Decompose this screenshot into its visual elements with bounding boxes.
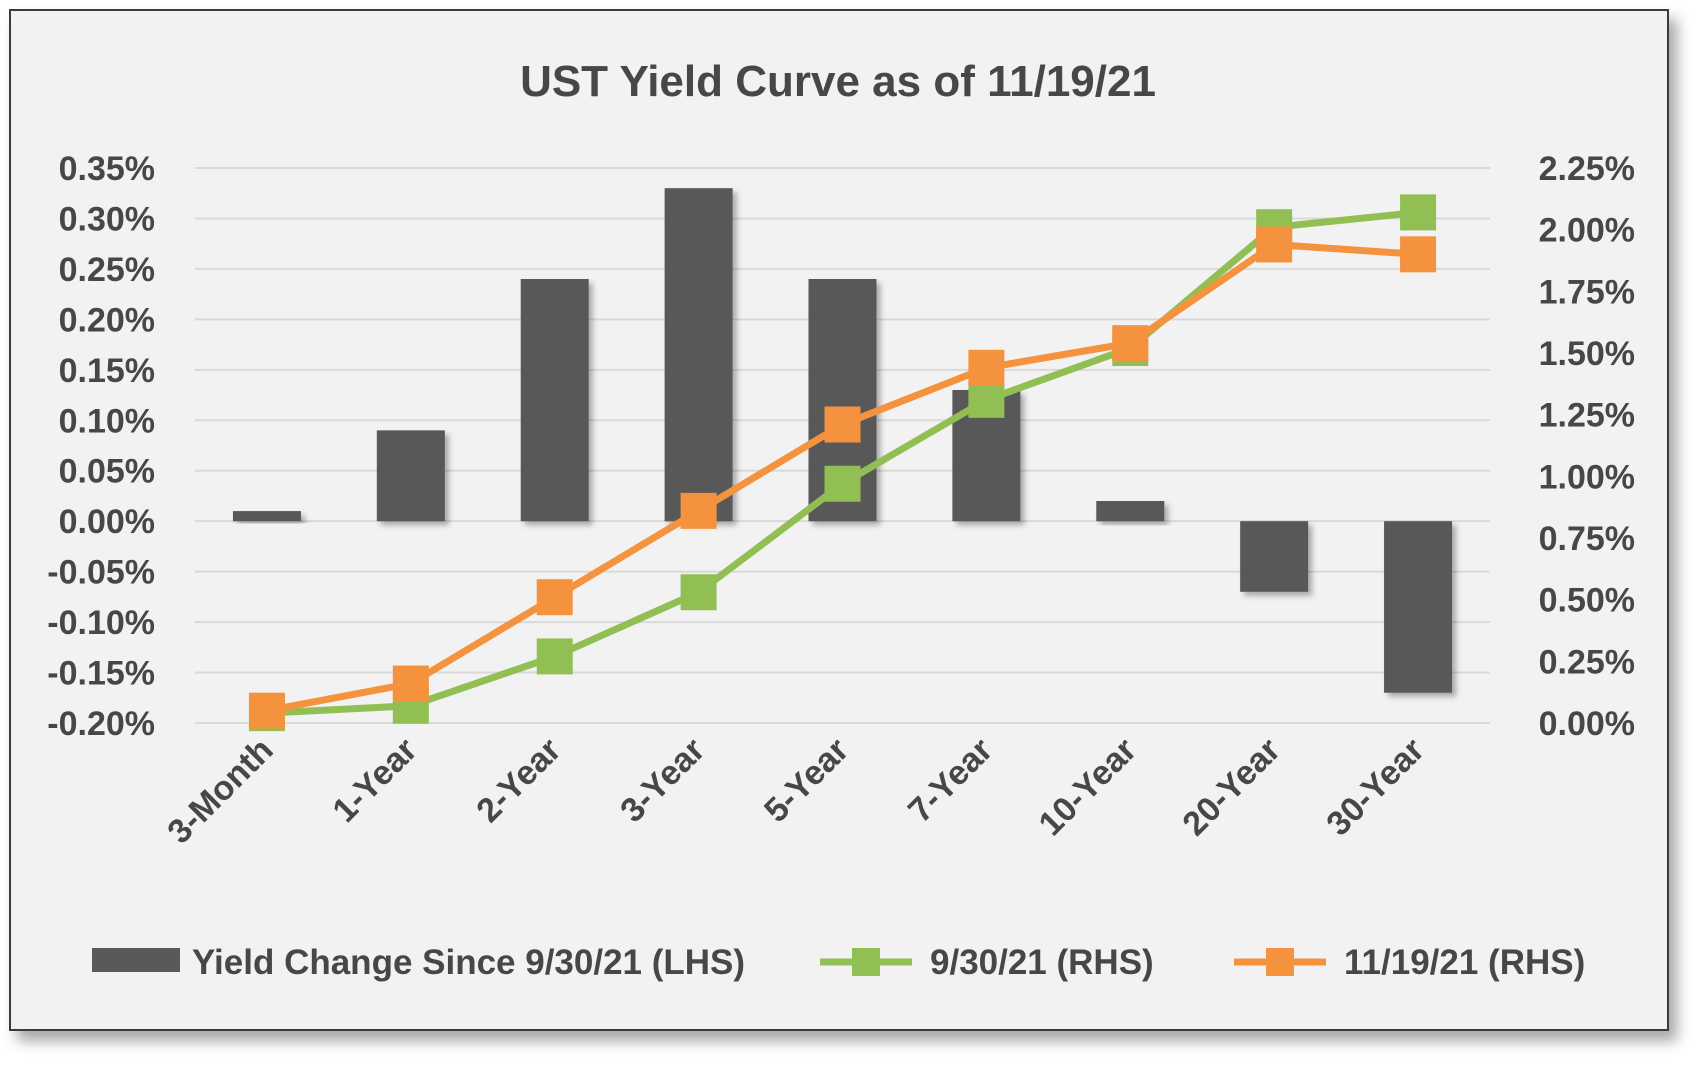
bar-1-Year [376,430,445,522]
left-axis-tick-label: 0.20% [59,301,155,339]
series-2-point-10-Year [1112,325,1149,362]
left-axis-tick-label: -0.20% [47,705,155,743]
left-axis-tick-label: 0.05% [59,453,155,491]
right-axis-tick-label: 1.25% [1539,397,1635,435]
series-2-point-30-Year [1400,236,1437,273]
series-1-point-3-Year [680,574,717,611]
gridlines [195,167,1490,724]
series-2-point-1-Year [392,665,429,702]
right-axis-tick-label: 0.50% [1539,582,1635,620]
bar-2-Year [520,279,589,522]
series-1-point-2-Year [536,638,573,675]
right-axis-tick-label: 0.00% [1539,705,1635,743]
bar-30-Year [1384,521,1453,693]
series-2-point-5-Year [824,406,861,443]
right-axis-tick-label: 0.25% [1539,643,1635,681]
right-axis-tick-label: 1.00% [1539,458,1635,496]
bar-3-Month [232,511,301,522]
legend-swatch-marker [1266,948,1294,976]
series-1-point-30-Year [1400,194,1437,231]
left-axis-tick-label: 0.30% [59,200,155,238]
series-2-point-2-Year [536,579,573,616]
left-axis-tick-label: 0.15% [59,352,155,390]
right-axis-tick-label: 0.75% [1539,520,1635,558]
legend-label: Yield Change Since 9/30/21 (LHS) [192,943,745,982]
chart-title: UST Yield Curve as of 11/19/21 [520,57,1156,106]
left-axis-tick-label: 0.00% [59,503,155,541]
series-2-point-7-Year [968,349,1005,386]
left-axis: 0.35% 0.30% 0.25% 0.20% 0.15% 0.10% 0.05% 0.00%… [47,150,155,743]
series-2-point-3-Month [248,692,285,729]
legend-label: 11/19/21 (RHS) [1344,943,1585,982]
series-2-point-20-Year [1256,226,1293,263]
left-axis-tick-label: -0.05% [47,554,155,592]
right-axis-tick-label: 1.75% [1539,273,1635,311]
left-axis-tick-label: -0.10% [47,604,155,642]
right-axis: 2.25% 2.00% 1.75% 1.50% 1.25% 1.00% 0.75% 0.50%… [1539,150,1635,743]
right-axis-tick-label: 1.50% [1539,335,1635,373]
bar-3-Year [664,188,733,522]
right-axis-tick-label: 2.25% [1539,150,1635,188]
legend-label: 9/30/21 (RHS) [930,943,1154,982]
legend: Yield Change Since 9/30/21 (LHS) 9/30/21 … [92,943,1585,982]
series-2-point-3-Year [680,492,717,529]
bar-10-Year [1096,501,1165,522]
legend-swatch-marker [852,948,880,976]
left-axis-tick-label: 0.25% [59,251,155,289]
left-axis-tick-label: 0.10% [59,402,155,440]
line-series [248,194,1437,732]
left-axis-tick-label: 0.35% [59,150,155,188]
right-axis-tick-label: 2.00% [1539,212,1635,250]
left-axis-tick-label: -0.15% [47,655,155,693]
series-1-point-7-Year [968,381,1005,418]
legend-swatch-bar [92,948,180,972]
bar-20-Year [1240,521,1309,592]
series-1-point-5-Year [824,465,861,502]
